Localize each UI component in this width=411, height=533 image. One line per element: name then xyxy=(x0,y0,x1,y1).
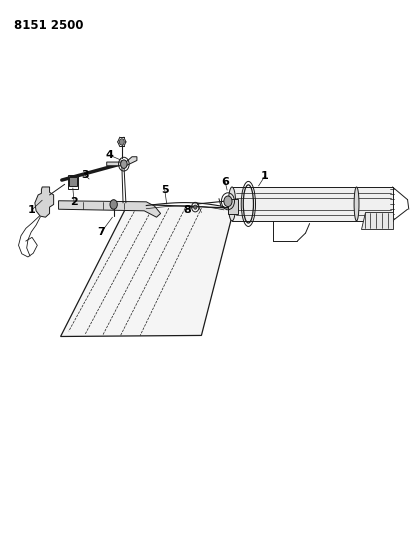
Text: 3: 3 xyxy=(81,171,89,180)
Polygon shape xyxy=(35,187,54,217)
Bar xyxy=(229,199,238,214)
Circle shape xyxy=(120,160,127,168)
Text: 1: 1 xyxy=(28,205,36,215)
Ellipse shape xyxy=(229,187,236,221)
Text: 5: 5 xyxy=(161,184,169,195)
Circle shape xyxy=(224,196,232,207)
Bar xyxy=(67,175,78,189)
Bar xyxy=(69,177,76,187)
Bar xyxy=(232,187,393,221)
Polygon shape xyxy=(107,157,137,166)
Circle shape xyxy=(119,139,124,145)
Polygon shape xyxy=(58,201,161,217)
Text: 4: 4 xyxy=(106,150,113,160)
Text: 8: 8 xyxy=(183,205,191,215)
Ellipse shape xyxy=(354,187,359,221)
Text: 1: 1 xyxy=(261,172,268,181)
Text: 8151 2500: 8151 2500 xyxy=(14,19,83,32)
Text: 2: 2 xyxy=(70,197,78,207)
Polygon shape xyxy=(360,212,393,229)
Circle shape xyxy=(194,205,197,209)
Polygon shape xyxy=(60,204,234,336)
Circle shape xyxy=(110,200,117,209)
Text: 7: 7 xyxy=(97,227,105,237)
Text: 6: 6 xyxy=(221,176,229,187)
